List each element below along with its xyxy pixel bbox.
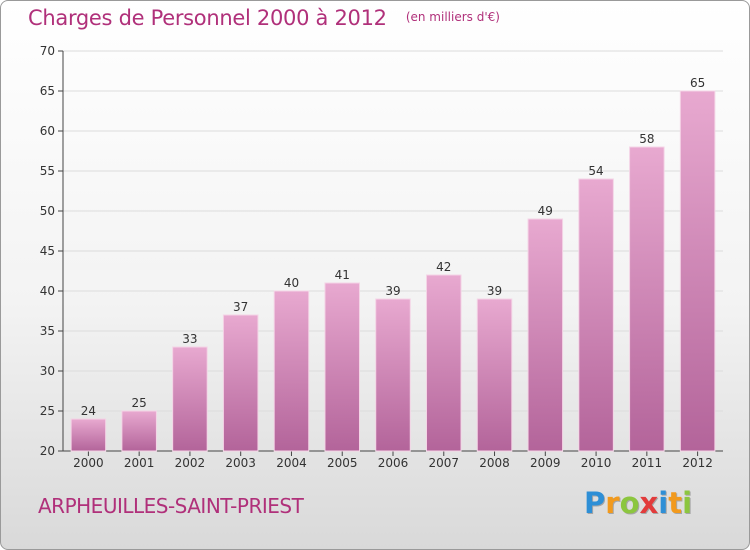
proxiti-logo: Proxiti — [584, 486, 692, 520]
x-tick-label-2007: 2007 — [428, 456, 459, 470]
y-tick-label: 60 — [40, 124, 55, 138]
chart-title-group: Charges de Personnel 2000 à 2012 (en mil… — [28, 6, 500, 30]
chart-unit-label: (en milliers d'€) — [405, 10, 500, 24]
bar-2004 — [273, 290, 310, 452]
y-tick-label: 35 — [40, 324, 55, 338]
value-label-2004: 40 — [284, 276, 299, 290]
x-tick-label-2008: 2008 — [479, 456, 510, 470]
x-tick-label-2001: 2001 — [124, 456, 155, 470]
y-tick-label: 20 — [40, 444, 55, 458]
y-tick-label: 55 — [40, 164, 55, 178]
logo-letter: i — [658, 486, 669, 520]
bar-2002 — [172, 346, 208, 452]
x-tick-label-2004: 2004 — [276, 456, 307, 470]
bar-2009 — [527, 218, 564, 452]
x-tick-label-2010: 2010 — [581, 456, 612, 470]
logo-letter: i — [682, 486, 693, 520]
bar-2000 — [70, 418, 107, 452]
y-tick-label: 65 — [40, 84, 55, 98]
value-label-2000: 24 — [81, 404, 96, 418]
y-tick-label: 40 — [40, 284, 55, 298]
x-tick-label-2002: 2002 — [175, 456, 206, 470]
value-label-2007: 42 — [436, 260, 451, 274]
x-tick-label-2000: 2000 — [73, 456, 104, 470]
value-label-2005: 41 — [335, 268, 350, 282]
value-label-2012: 65 — [690, 76, 705, 90]
y-tick-label: 70 — [40, 44, 55, 58]
value-label-2002: 33 — [182, 332, 197, 346]
logo-letter: r — [605, 486, 620, 520]
value-label-2001: 25 — [132, 396, 147, 410]
value-label-2008: 39 — [487, 284, 502, 298]
x-tick-label-2006: 2006 — [378, 456, 409, 470]
bar-2012 — [679, 90, 716, 452]
x-tick-label-2003: 2003 — [225, 456, 256, 470]
x-tick-label-2012: 2012 — [682, 456, 713, 470]
bar-2001 — [121, 410, 157, 452]
bar-2011 — [629, 146, 665, 452]
value-label-2003: 37 — [233, 300, 248, 314]
bar-2008 — [476, 298, 513, 452]
x-tick-label-2005: 2005 — [327, 456, 358, 470]
value-label-2010: 54 — [588, 164, 603, 178]
chart-title: Charges de Personnel 2000 à 2012 — [28, 6, 387, 30]
place-name: ARPHEUILLES-SAINT-PRIEST — [38, 494, 304, 518]
bar-2010 — [578, 178, 614, 452]
value-label-2009: 49 — [538, 204, 553, 218]
value-label-2011: 58 — [639, 132, 654, 146]
value-label-2006: 39 — [385, 284, 400, 298]
bar-2005 — [324, 282, 360, 452]
x-tick-label-2009: 2009 — [530, 456, 561, 470]
y-tick-label: 45 — [40, 244, 55, 258]
x-tick-label-2011: 2011 — [632, 456, 663, 470]
bar-2007 — [426, 274, 462, 452]
y-tick-label: 30 — [40, 364, 55, 378]
logo-letter: o — [619, 486, 640, 520]
y-tick-label: 25 — [40, 404, 55, 418]
logo-letter: P — [584, 486, 606, 520]
bar-2006 — [375, 298, 411, 452]
y-tick-label: 50 — [40, 204, 55, 218]
bar-2003 — [222, 314, 259, 452]
logo-letter: t — [668, 486, 683, 520]
logo-letter: x — [639, 486, 659, 520]
